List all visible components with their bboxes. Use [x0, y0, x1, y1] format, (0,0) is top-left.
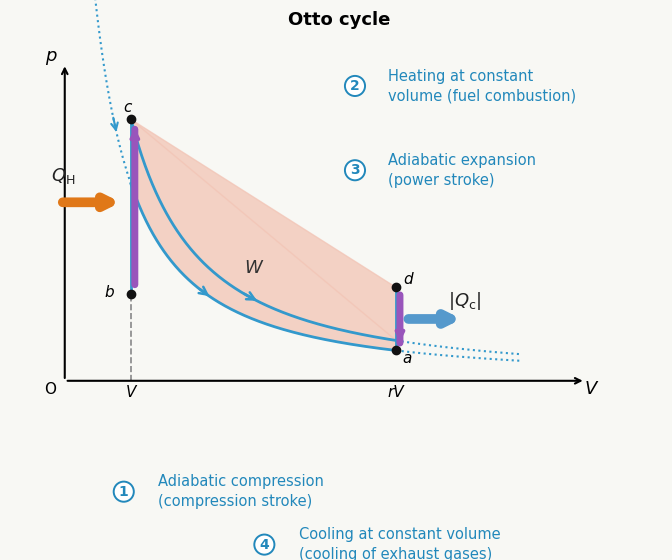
Polygon shape	[131, 119, 396, 351]
Text: $|Q_\mathsf{c}|$: $|Q_\mathsf{c}|$	[448, 290, 482, 312]
Text: a: a	[403, 351, 412, 366]
Text: V: V	[584, 380, 597, 398]
Text: W: W	[245, 259, 263, 277]
Text: rV: rV	[388, 385, 405, 400]
Text: 3: 3	[350, 164, 360, 177]
Text: 1: 1	[119, 485, 128, 499]
Text: 4: 4	[259, 538, 269, 552]
Text: d: d	[403, 272, 413, 287]
Text: c: c	[124, 100, 132, 115]
Text: Adiabatic expansion
(power stroke): Adiabatic expansion (power stroke)	[388, 153, 536, 188]
Text: V: V	[126, 385, 136, 400]
Text: $Q_\mathsf{H}$: $Q_\mathsf{H}$	[50, 166, 75, 186]
Text: Otto cycle: Otto cycle	[288, 11, 390, 29]
Text: O: O	[44, 382, 56, 397]
Text: Cooling at constant volume
(cooling of exhaust gases): Cooling at constant volume (cooling of e…	[299, 527, 501, 560]
Text: Adiabatic compression
(compression stroke): Adiabatic compression (compression strok…	[158, 474, 324, 509]
Text: p: p	[45, 47, 56, 65]
Text: b: b	[105, 285, 114, 300]
Text: Heating at constant
volume (fuel combustion): Heating at constant volume (fuel combust…	[388, 68, 576, 104]
Text: 2: 2	[350, 79, 360, 93]
